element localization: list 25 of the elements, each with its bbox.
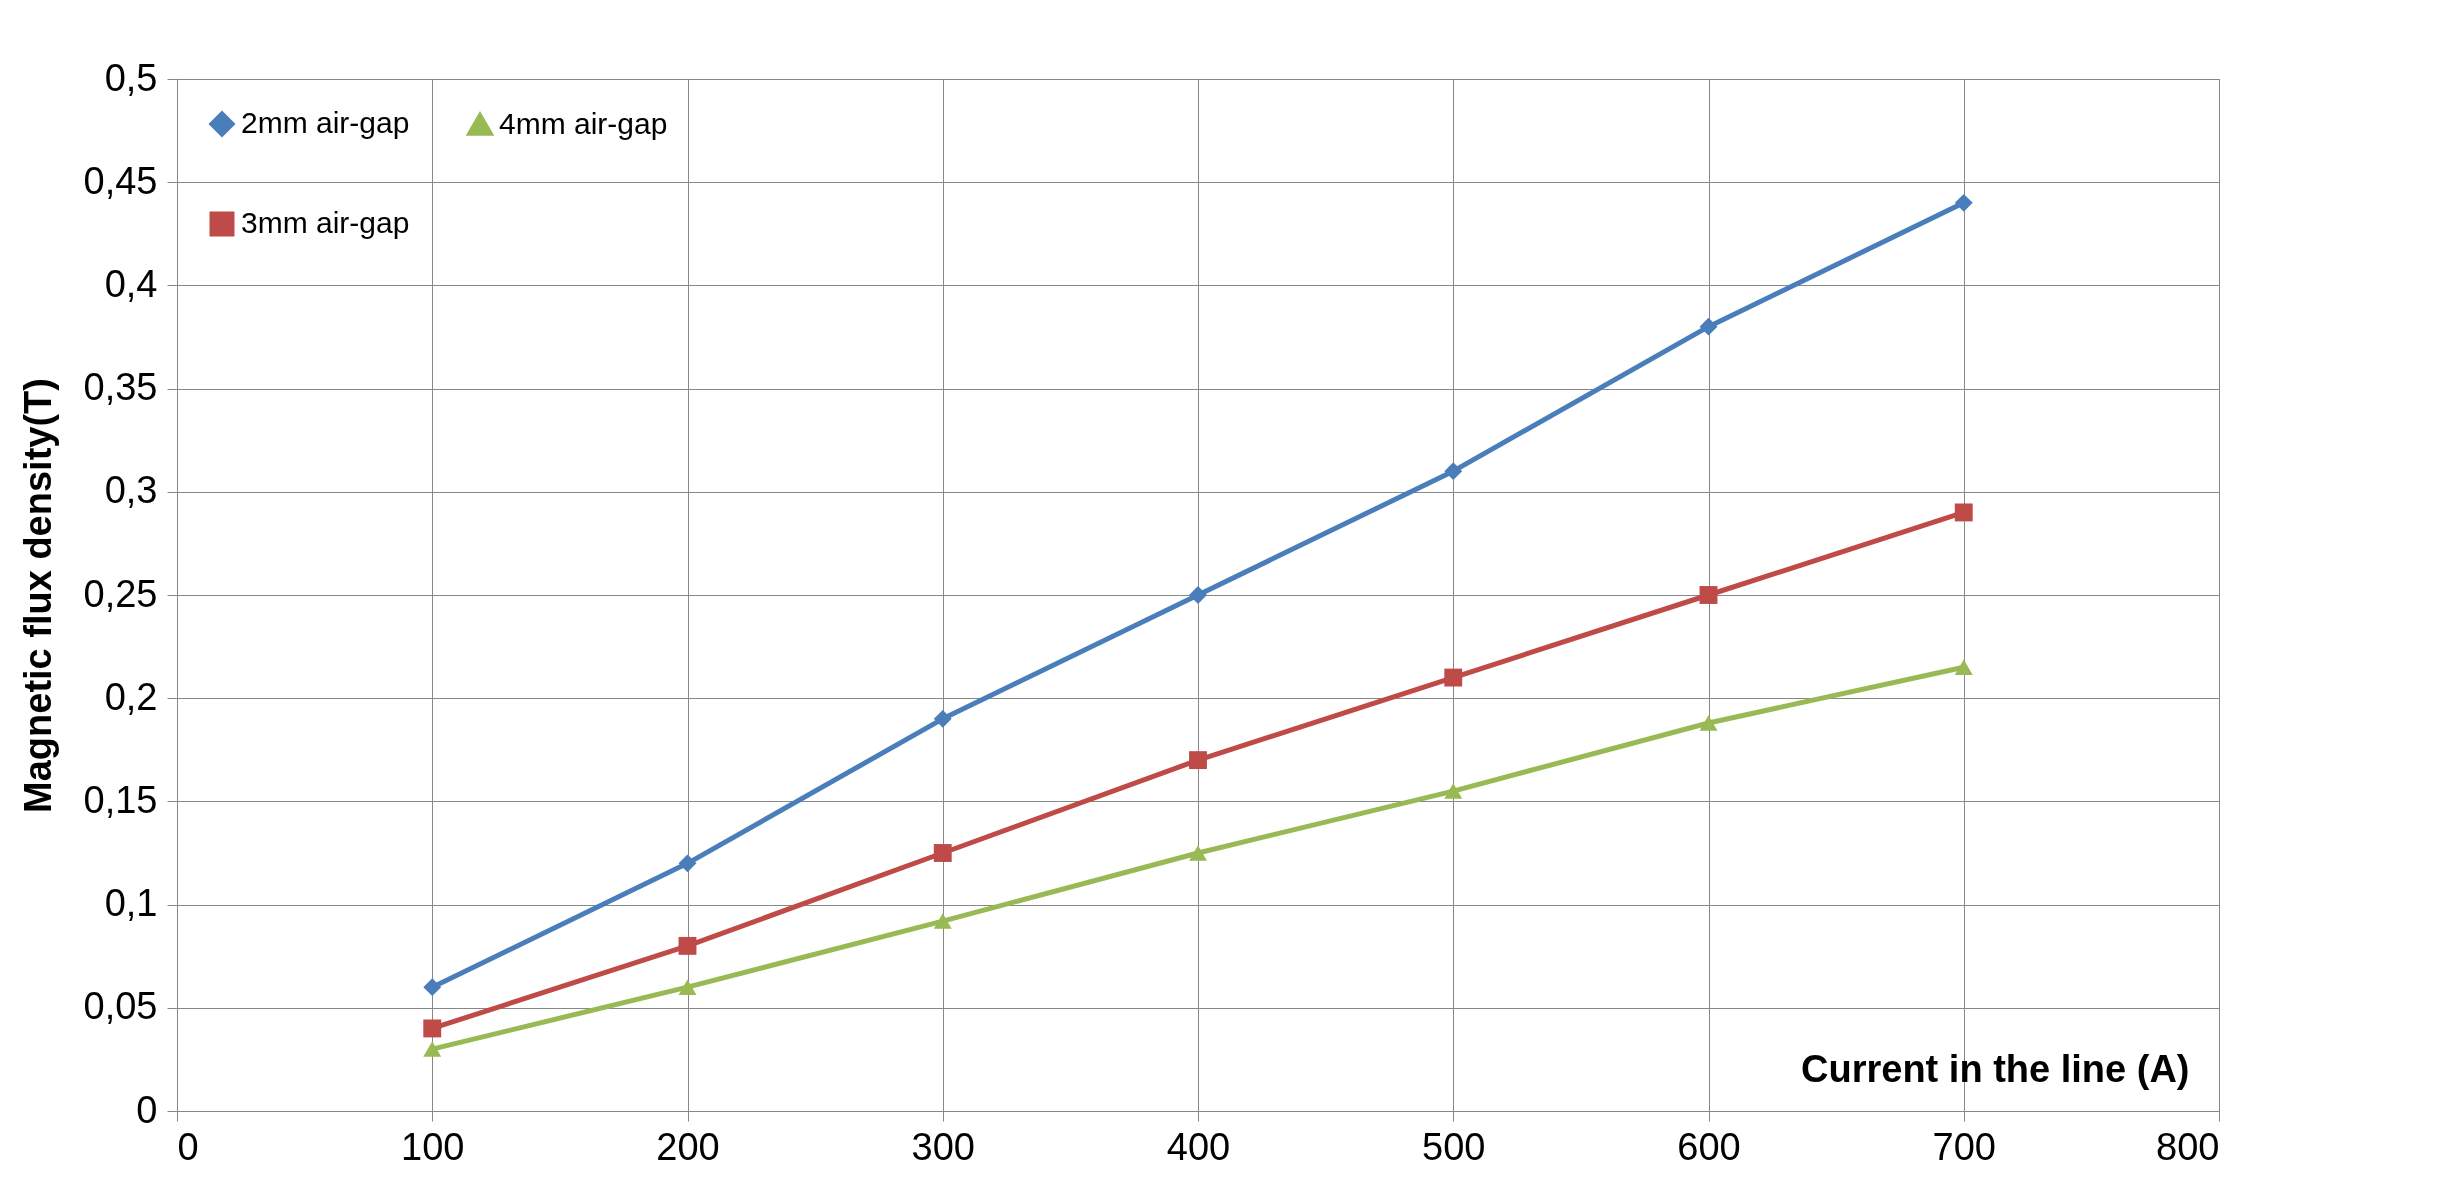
x-tick-label: 500 xyxy=(1422,1125,1486,1168)
legend-label: 2mm air-gap xyxy=(241,106,410,139)
y-tick-label: 0,35 xyxy=(83,366,158,409)
x-tick-label: 100 xyxy=(401,1125,465,1168)
x-tick-label: 0 xyxy=(177,1125,199,1168)
x-tick-label: 700 xyxy=(1932,1125,1996,1168)
y-axis-title: Magnetic flux density(T) xyxy=(16,378,59,813)
y-tick-label: 0,45 xyxy=(83,159,158,202)
x-tick-label: 800 xyxy=(2156,1125,2220,1168)
y-tick-label: 0,3 xyxy=(104,469,158,512)
x-tick-label: 300 xyxy=(911,1125,975,1168)
y-tick-label: 0,25 xyxy=(83,572,158,615)
legend-label: 4mm air-gap xyxy=(499,106,668,140)
y-tick-label: 0,05 xyxy=(83,985,158,1028)
y-tick-label: 0,4 xyxy=(104,262,158,305)
x-tick-label: 600 xyxy=(1677,1125,1741,1168)
y-tick-label: 0 xyxy=(136,1088,158,1131)
y-tick-label: 0,2 xyxy=(104,675,158,718)
x-axis-title: Current in the line (A) xyxy=(1801,1047,2190,1090)
x-tick-label: 200 xyxy=(656,1125,720,1168)
legend-label: 3mm air-gap xyxy=(241,206,410,239)
y-tick-label: 0,5 xyxy=(104,56,158,99)
y-tick-label: 0,15 xyxy=(83,778,158,821)
y-tick-label: 0,1 xyxy=(104,882,158,925)
x-tick-label: 400 xyxy=(1166,1125,1231,1168)
